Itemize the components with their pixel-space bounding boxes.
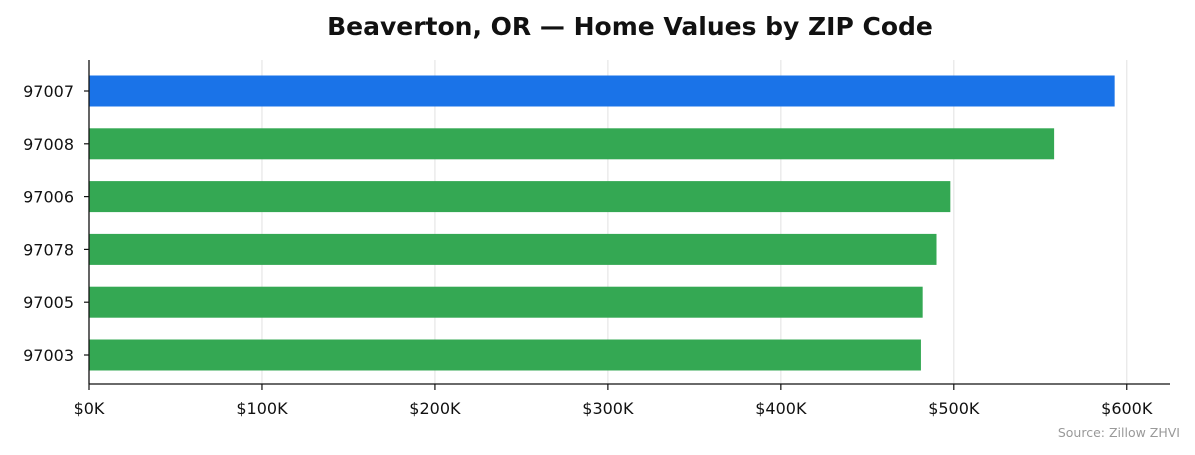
x-tick-label: $100K — [236, 399, 288, 418]
y-tick-label: 97003 — [23, 346, 74, 365]
bar-97006 — [89, 181, 951, 213]
bar-97078 — [89, 233, 937, 265]
x-tick-label: $400K — [755, 399, 807, 418]
axes — [88, 60, 1170, 385]
chart-title: Beaverton, OR — Home Values by ZIP Code — [327, 12, 933, 41]
y-axis-ticks: 97007 97008 97006 97078 97005 97003 — [23, 82, 89, 365]
bar-97007 — [89, 75, 1115, 107]
x-tick-label: $600K — [1101, 399, 1153, 418]
grid-lines — [261, 60, 1128, 384]
x-tick-label: $500K — [928, 399, 980, 418]
bar-97003 — [89, 339, 921, 371]
y-tick-label: 97005 — [23, 293, 74, 312]
x-axis-ticks: $0K $100K $200K $300K $400K $500K $600K — [74, 384, 1153, 418]
bars — [89, 75, 1115, 371]
bar-97005 — [89, 286, 923, 318]
x-tick-label: $300K — [582, 399, 634, 418]
x-tick-label: $0K — [74, 399, 105, 418]
y-tick-label: 97008 — [23, 135, 74, 154]
y-tick-label: 97078 — [23, 240, 74, 259]
bar-97008 — [89, 128, 1055, 160]
x-tick-label: $200K — [409, 399, 461, 418]
y-tick-label: 97006 — [23, 188, 74, 207]
y-tick-label: 97007 — [23, 82, 74, 101]
source-note: Source: Zillow ZHVI — [1058, 425, 1180, 440]
